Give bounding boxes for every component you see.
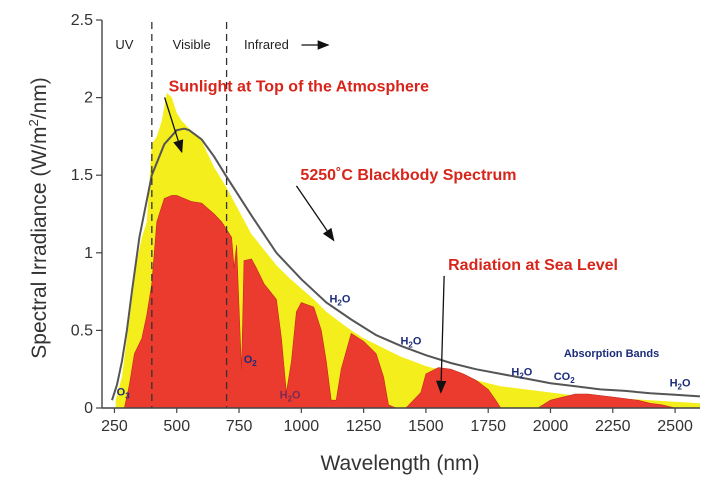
y-tick-label: 0.5 [71, 322, 93, 339]
x-tick-label: 1000 [284, 418, 320, 435]
region-label: Infrared [244, 37, 289, 52]
x-tick-label: 2500 [657, 418, 693, 435]
x-tick-label: 250 [101, 418, 128, 435]
callout-label: Sunlight at Top of the Atmosphere [169, 78, 430, 95]
x-tick-label: 1750 [470, 418, 506, 435]
absorption-band-label: H2O [511, 366, 532, 380]
y-axis-label-tail: /nm) [28, 77, 51, 119]
absorption-band-label: H2O [400, 335, 421, 349]
absorption-band-labels: O3 O2 H2O H2O H2O H2O CO2 H2O Absorption Bands [117, 293, 691, 403]
axes: 0 0.5 1 1.5 2 2.5 250 500 750 1000 1250 1500 1750 200… [71, 12, 700, 435]
region-label: Visible [173, 37, 211, 52]
y-axis-label-superscript: 2 [26, 119, 41, 126]
x-tick-label: 1250 [346, 418, 382, 435]
y-tick-label: 2.5 [71, 12, 93, 29]
absorption-band-label: H2O [280, 390, 301, 404]
x-tick-label: 2000 [533, 418, 569, 435]
x-axis-label: Wavelength (nm) [320, 452, 479, 475]
sea-level-area [124, 195, 700, 409]
y-axis-label: Spectral Irradiance (W/m2/nm) [26, 77, 51, 358]
y-tick-label: 1 [84, 245, 93, 262]
region-labels: UV Visible Infrared [115, 37, 330, 52]
x-tick-label: 1500 [408, 418, 444, 435]
x-tick-label: 500 [163, 418, 190, 435]
x-tick-label: 750 [226, 418, 253, 435]
absorption-band-label: O3 [117, 387, 131, 401]
region-boundaries [151, 22, 228, 408]
callouts: Sunlight at Top of the Atmosphere 5250˚C … [164, 78, 618, 394]
callout-label: 5250˚C Blackbody Spectrum [300, 167, 516, 184]
region-label: UV [115, 37, 133, 52]
x-tick-label: 2250 [595, 418, 631, 435]
absorption-band-label: O2 [244, 354, 258, 368]
callout-arrow [164, 97, 184, 154]
y-axis-label-main: Spectral Irradiance (W/m [28, 127, 51, 359]
callout-arrow [295, 185, 335, 242]
absorption-band-label: H2O [670, 377, 691, 391]
absorption-band-label: H2O [329, 293, 350, 307]
area-layer [111, 92, 701, 409]
absorption-band-label: CO2 [554, 371, 576, 385]
callout-arrow [435, 275, 447, 394]
blackbody-curve [111, 127, 701, 401]
y-tick-label: 0 [84, 400, 93, 417]
y-tick-label: 1.5 [71, 167, 93, 184]
callout-label: Radiation at Sea Level [448, 257, 618, 274]
y-tick-label: 2 [84, 90, 93, 107]
absorption-band-label: Absorption Bands [564, 348, 659, 360]
